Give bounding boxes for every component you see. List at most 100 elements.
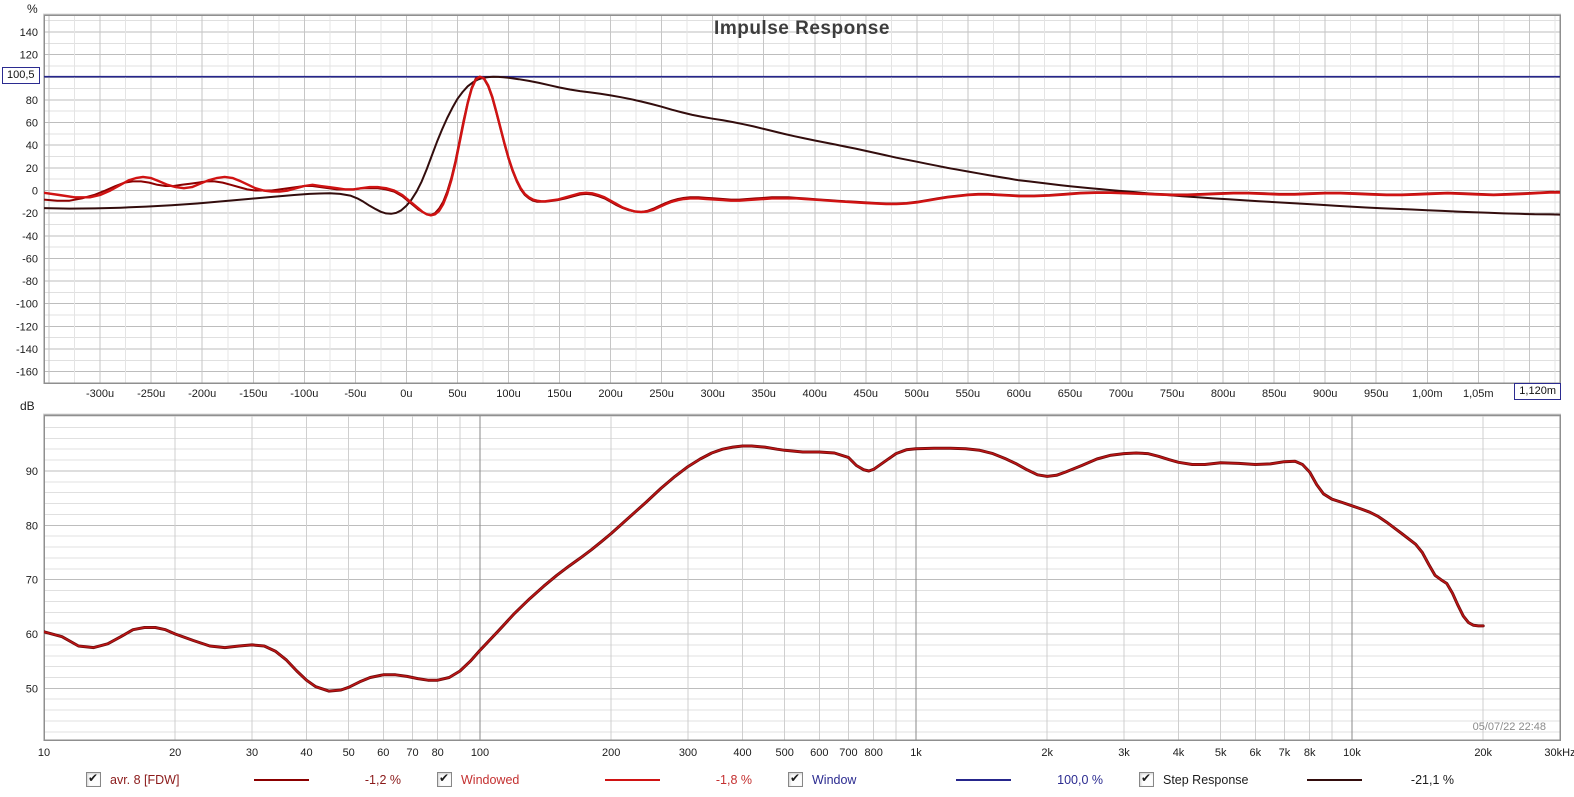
legend-checkbox-avr-8-fdw[interactable]: ✔ [86, 771, 101, 787]
frequency-plot-area[interactable] [44, 415, 1560, 740]
impulse-x-tick: -300u [86, 388, 114, 400]
checkmark-icon: ✔ [439, 771, 450, 785]
legend-value: 100,0 % [1057, 773, 1103, 787]
frequency-plot-frame [43, 414, 1561, 741]
impulse-x-tick: 1,05m [1463, 388, 1494, 400]
impulse-y-tick: -120 [16, 321, 38, 333]
frequency-x-tick: 30 [246, 747, 258, 759]
legend-line-sample [254, 779, 309, 781]
frequency-y-axis-unit: dB [20, 399, 35, 413]
impulse-y-tick: 80 [26, 95, 38, 107]
frequency-x-tick: 3k [1118, 747, 1130, 759]
frequency-x-tick: 70 [406, 747, 418, 759]
legend-checkbox-step-response[interactable]: ✔ [1139, 771, 1154, 787]
series-step-response [44, 75, 1560, 216]
window-level-cursor-label: 100,5 [2, 67, 40, 84]
legend-item-step-response: ✔ Step Response -21,1 % [1139, 764, 1484, 797]
frequency-x-tick: 800 [865, 747, 883, 759]
impulse-x-tick: 800u [1211, 388, 1235, 400]
legend-value: -21,1 % [1410, 773, 1454, 787]
frequency-series [44, 444, 1485, 693]
frequency-x-tick: 300 [679, 747, 697, 759]
impulse-x-tick: -250u [137, 388, 165, 400]
impulse-x-tick: 700u [1109, 388, 1133, 400]
frequency-y-tick: 80 [26, 520, 38, 532]
impulse-x-tick: 0u [400, 388, 412, 400]
legend-item-avr-8-fdw: ✔ avr. 8 [FDW] -1,2 % [86, 764, 431, 797]
impulse-y-tick: -140 [16, 344, 38, 356]
frequency-y-tick: 60 [26, 629, 38, 641]
impulse-x-tick: 750u [1160, 388, 1184, 400]
impulse-x-tick: 300u [700, 388, 724, 400]
impulse-x-tick: 650u [1058, 388, 1082, 400]
impulse-y-tick: -40 [22, 231, 38, 243]
impulse-x-tick: -200u [188, 388, 216, 400]
impulse-x-tick: 250u [649, 388, 673, 400]
chart-title: Impulse Response [714, 18, 890, 39]
frequency-x-tick: 1k [910, 747, 922, 759]
frequency-x-tick: 200 [602, 747, 620, 759]
legend-item-window: ✔ Window 100,0 % [788, 764, 1133, 797]
frequency-x-tick: 10 [38, 747, 50, 759]
impulse-y-tick: -160 [16, 367, 38, 379]
legend-label: avr. 8 [FDW] [110, 773, 180, 787]
frequency-x-tick: 20k [1474, 747, 1492, 759]
legend-value: -1,2 % [364, 773, 401, 787]
checkmark-icon: ✔ [790, 771, 801, 785]
impulse-x-tick: 550u [956, 388, 980, 400]
frequency-y-tick: 50 [26, 683, 38, 695]
impulse-grid [44, 15, 1560, 384]
frequency-y-tick: 90 [26, 466, 38, 478]
frequency-y-tick: 70 [26, 575, 38, 587]
legend-checkbox-window[interactable]: ✔ [788, 771, 803, 787]
impulse-x-tick: 450u [854, 388, 878, 400]
frequency-x-tick: 80 [432, 747, 444, 759]
frequency-x-tick: 100 [471, 747, 489, 759]
frequency-x-tick: 5k [1215, 747, 1227, 759]
frequency-x-tick: 40 [300, 747, 312, 759]
frequency-x-tick: 700 [839, 747, 857, 759]
charts-canvas: -300u -250u -200u -150u -100u -50u 0u 50u 100u 15… [16, 13, 1574, 759]
frequency-x-tick: 8k [1304, 747, 1316, 759]
frequency-y-tick-labels: 90 80 70 60 50 [26, 466, 38, 695]
impulse-x-tick: -100u [290, 388, 318, 400]
impulse-x-tick: 900u [1313, 388, 1337, 400]
legend-line-sample [1307, 779, 1362, 781]
impulse-y-tick: 40 [26, 140, 38, 152]
frequency-x-tick: 30kHz [1544, 747, 1574, 759]
impulse-x-tick: 850u [1262, 388, 1286, 400]
series-windowed [44, 75, 1560, 217]
impulse-y-tick: 140 [20, 27, 38, 39]
frequency-x-tick: 7k [1279, 747, 1291, 759]
impulse-x-tick: 400u [803, 388, 827, 400]
impulse-x-tick: 350u [751, 388, 775, 400]
impulse-x-tick: 100u [496, 388, 520, 400]
series-frequency-response-core [44, 445, 1484, 692]
legend-bar: ✔ avr. 8 [FDW] -1,2 % ✔ Windowed -1,8 % ✔ Windo… [0, 764, 1574, 797]
legend-value: -1,8 % [715, 773, 752, 787]
frequency-x-tick: 6k [1249, 747, 1261, 759]
impulse-x-tick: 150u [547, 388, 571, 400]
impulse-x-tick: -150u [239, 388, 267, 400]
impulse-y-tick: -100 [16, 299, 38, 311]
frequency-x-tick: 60 [377, 747, 389, 759]
impulse-plot-area[interactable] [44, 15, 1560, 383]
impulse-x-tick: 600u [1007, 388, 1031, 400]
impulse-x-tick: 200u [598, 388, 622, 400]
legend-line-sample [605, 779, 660, 781]
impulse-x-tick-labels: -300u -250u -200u -150u -100u -50u 0u 50u 100u 15… [86, 388, 1545, 400]
timestamp: 05/07/22 22:48 [1472, 721, 1546, 733]
legend-checkbox-windowed[interactable]: ✔ [437, 771, 452, 787]
frequency-x-tick: 50 [343, 747, 355, 759]
impulse-x-tick: 50u [448, 388, 466, 400]
legend-line-sample [956, 779, 1011, 781]
impulse-series [44, 75, 1560, 217]
impulse-y-tick: 0 [32, 186, 38, 198]
frequency-x-tick: 500 [776, 747, 794, 759]
impulse-x-tick: 500u [905, 388, 929, 400]
time-cursor-label: 1,120m [1514, 383, 1561, 400]
frequency-grid [43, 415, 1561, 740]
legend-label: Window [812, 773, 857, 787]
frequency-x-tick: 2k [1041, 747, 1053, 759]
